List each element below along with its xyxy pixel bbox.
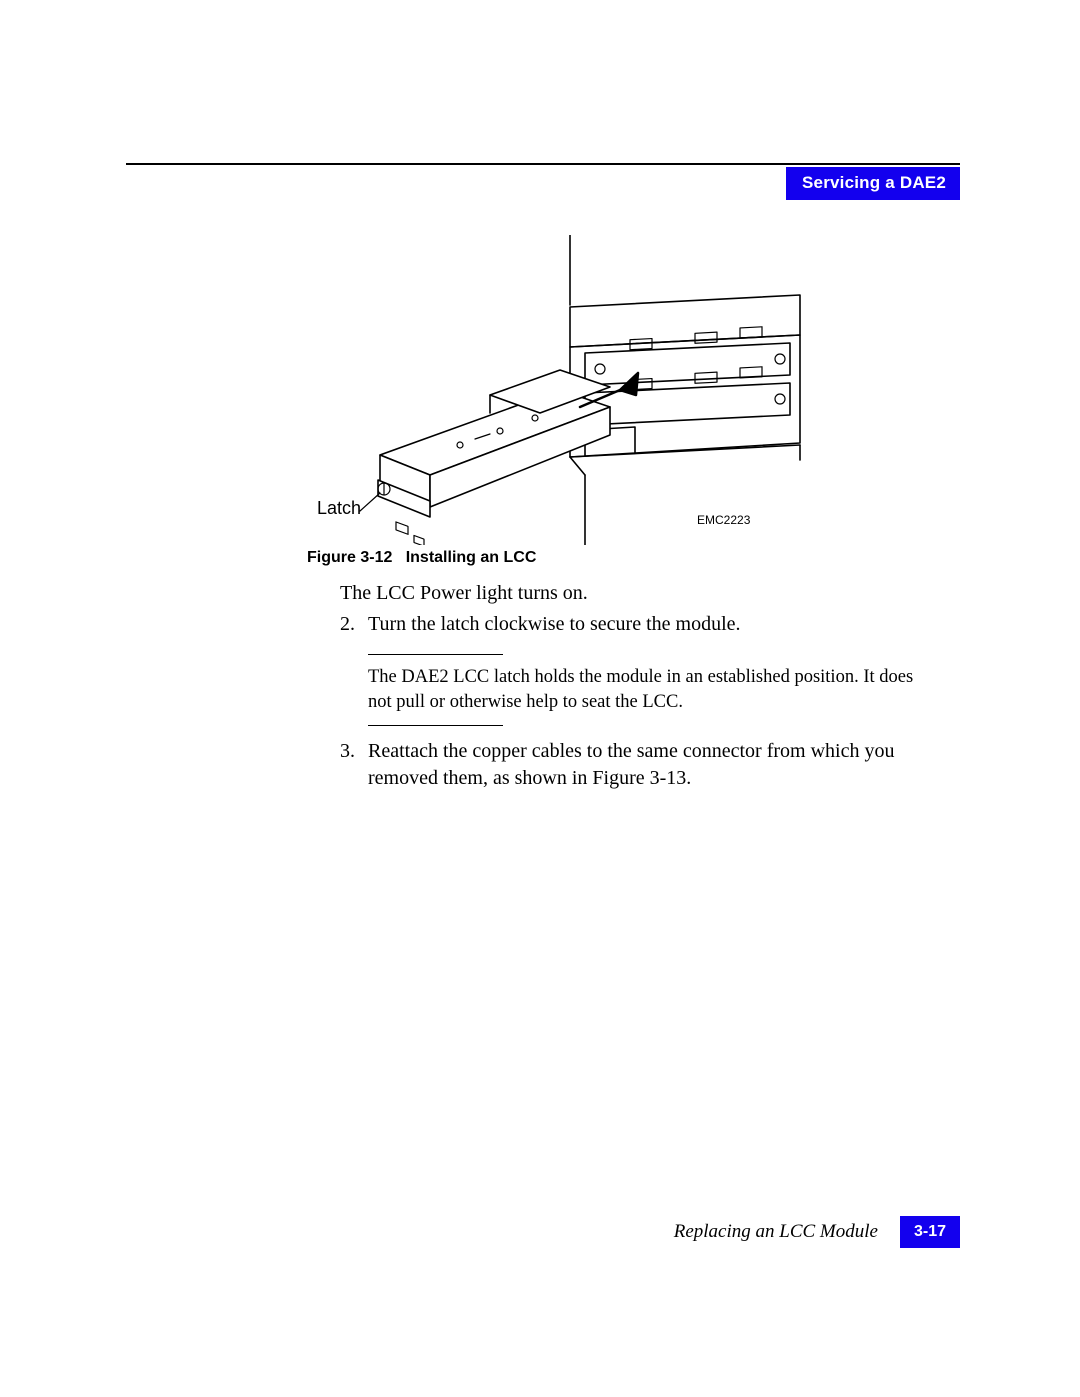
note-rule-top xyxy=(368,654,503,655)
figure-illustration xyxy=(300,235,820,545)
figure-caption-prefix: Figure 3-12 xyxy=(307,549,392,566)
note-rule-bottom xyxy=(368,725,503,726)
top-rule xyxy=(126,163,960,165)
page: Servicing a DAE2 xyxy=(0,0,1080,1397)
step-2: 2. Turn the latch clockwise to secure th… xyxy=(340,611,915,638)
header-section-band: Servicing a DAE2 xyxy=(786,167,960,200)
step-3-text: Reattach the copper cables to the same c… xyxy=(368,738,915,792)
step-3-number: 3. xyxy=(340,738,368,792)
footer-section-title: Replacing an LCC Module xyxy=(674,1216,900,1248)
step-2-number: 2. xyxy=(340,611,368,638)
footer: Replacing an LCC Module 3-17 xyxy=(674,1216,960,1248)
figure-caption-title: Installing an LCC xyxy=(406,549,537,566)
lead-text: The LCC Power light turns on. xyxy=(340,580,915,607)
step-2-text: Turn the latch clockwise to secure the m… xyxy=(368,611,915,638)
note-text: The DAE2 LCC latch holds the module in a… xyxy=(368,665,915,715)
figure-caption: Figure 3-12 Installing an LCC xyxy=(307,549,536,567)
footer-page-number: 3-17 xyxy=(900,1216,960,1248)
figure-emc-id: EMC2223 xyxy=(697,513,750,527)
figure-latch-label: Latch xyxy=(317,498,361,519)
body-text: The LCC Power light turns on. 2. Turn th… xyxy=(340,580,915,792)
step-3: 3. Reattach the copper cables to the sam… xyxy=(340,738,915,792)
